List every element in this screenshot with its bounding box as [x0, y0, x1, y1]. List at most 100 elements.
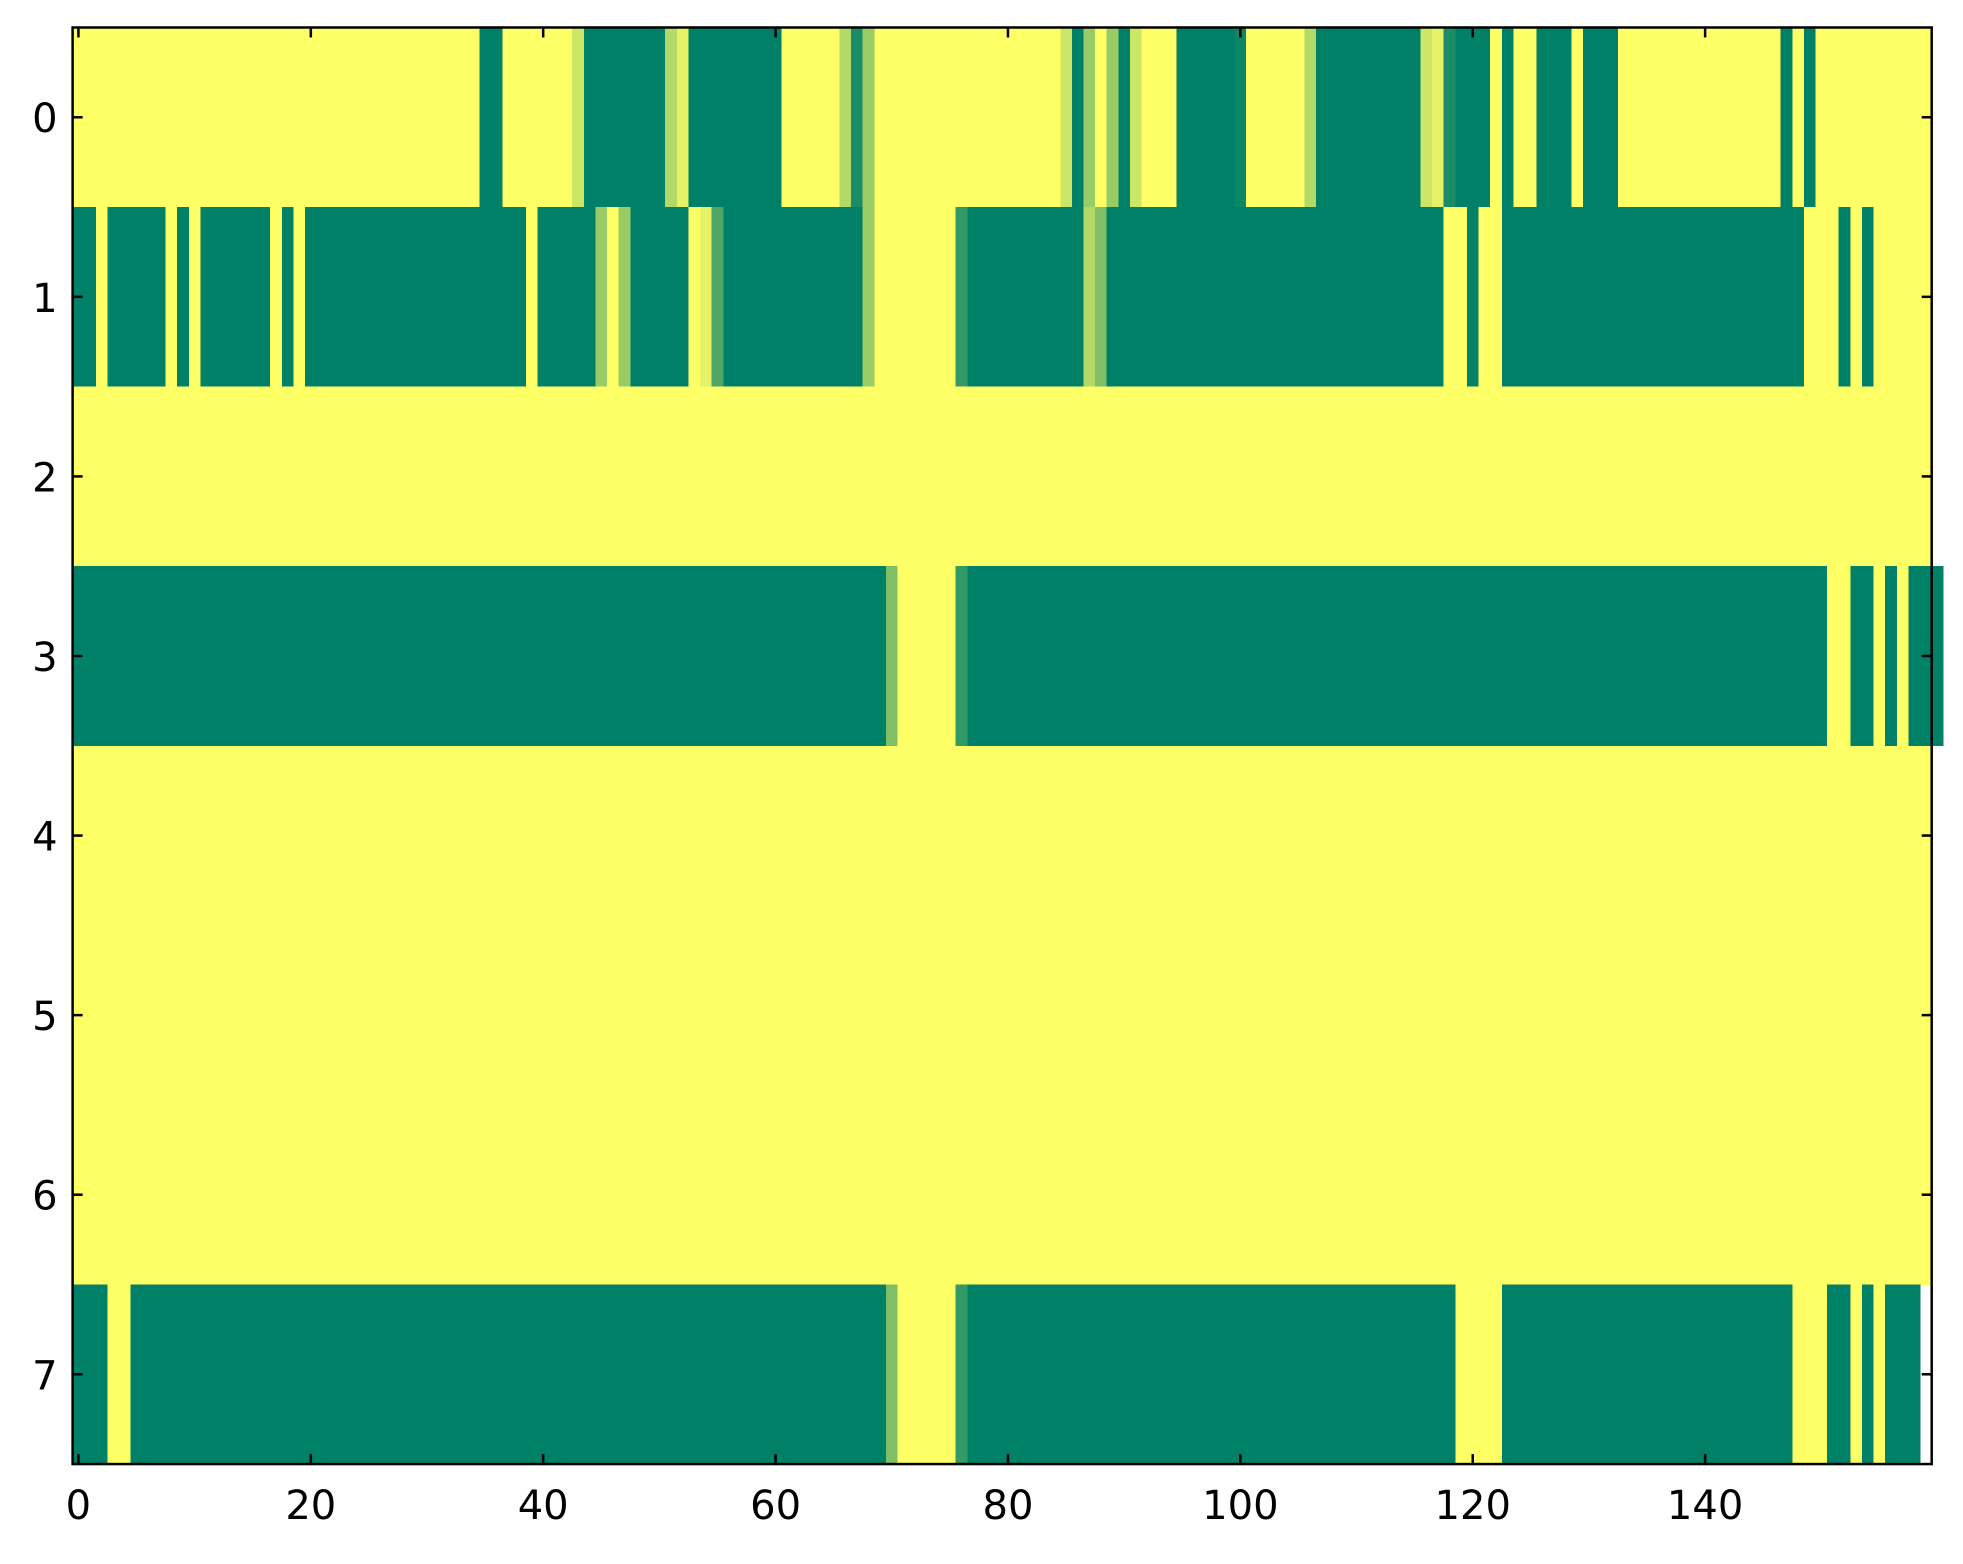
heatmap-cell [1594, 27, 1607, 208]
heatmap-cell [1838, 1104, 1851, 1285]
heatmap-cell [537, 207, 550, 388]
heatmap-cell [1827, 1104, 1840, 1285]
heatmap-cell [595, 925, 608, 1106]
heatmap-cell [1408, 925, 1421, 1106]
heatmap-cell [804, 386, 817, 567]
heatmap-cell [1687, 566, 1700, 747]
heatmap-cell [1339, 1104, 1352, 1285]
heatmap-cell [1745, 745, 1758, 926]
heatmap-cell [955, 386, 968, 567]
heatmap-cell [537, 566, 550, 747]
heatmap-cell [456, 1284, 469, 1465]
heatmap-cell [212, 745, 225, 926]
heatmap-cell [944, 207, 957, 388]
heatmap-cell [1571, 745, 1584, 926]
heatmap-cell [769, 27, 782, 208]
heatmap-cell [1780, 207, 1793, 388]
heatmap-cell [1745, 1284, 1758, 1465]
plot-frame [71, 26, 1933, 1466]
heatmap-cell [607, 925, 620, 1106]
heatmap-cell [502, 745, 515, 926]
heatmap-cell [688, 27, 701, 208]
heatmap-cell [978, 207, 991, 388]
heatmap-cell [1176, 386, 1189, 567]
heatmap-cell [444, 566, 457, 747]
heatmap-cell [1501, 27, 1514, 208]
heatmap-cell [1037, 925, 1050, 1106]
heatmap-cell [1199, 925, 1212, 1106]
heatmap-cell [1536, 386, 1549, 567]
x-tick-label: 40 [518, 1483, 569, 1529]
heatmap-cell [363, 566, 376, 747]
heatmap-cell [793, 386, 806, 567]
heatmap-cell [1222, 925, 1235, 1106]
heatmap-cell [456, 925, 469, 1106]
heatmap-cell [339, 566, 352, 747]
y-tick-label: 0 [32, 96, 57, 142]
heatmap-cell [328, 925, 341, 1106]
heatmap-cell [1583, 1104, 1596, 1285]
heatmap-cell [1583, 925, 1596, 1106]
heatmap-cell [1153, 207, 1166, 388]
heatmap-cell [1699, 386, 1712, 567]
heatmap-cell [909, 745, 922, 926]
heatmap-cell [1408, 1284, 1421, 1465]
heatmap-cell [920, 745, 933, 926]
heatmap-cell [339, 27, 352, 208]
heatmap-cell [1443, 27, 1456, 208]
heatmap-cell [1362, 566, 1375, 747]
heatmap-cell [1815, 1104, 1828, 1285]
heatmap-cell [1594, 925, 1607, 1106]
heatmap-cell [734, 925, 747, 1106]
heatmap-cell [1629, 745, 1642, 926]
heatmap-cell [827, 745, 840, 926]
heatmap-cell [339, 745, 352, 926]
heatmap-cell [409, 1284, 422, 1465]
heatmap-cell [153, 566, 166, 747]
heatmap-cell [1315, 566, 1328, 747]
heatmap-cell [1118, 27, 1131, 208]
heatmap-cell [955, 1104, 968, 1285]
heatmap-cell [1757, 207, 1770, 388]
heatmap-cell [1885, 566, 1898, 747]
heatmap-cell [1362, 27, 1375, 208]
heatmap-cell [955, 925, 968, 1106]
heatmap-cell [1350, 27, 1363, 208]
heatmap-cell [1896, 566, 1909, 747]
heatmap-cell [1559, 925, 1572, 1106]
y-tick-label: 1 [32, 276, 57, 322]
heatmap-cell [363, 27, 376, 208]
heatmap-cell [1257, 745, 1270, 926]
heatmap-cell [1617, 386, 1630, 567]
heatmap-cell [1188, 1284, 1201, 1465]
heatmap-cell [1757, 925, 1770, 1106]
heatmap-cell [1664, 1104, 1677, 1285]
heatmap-cell [421, 27, 434, 208]
heatmap-cell [1873, 925, 1886, 1106]
heatmap-cell [909, 207, 922, 388]
heatmap-cell [1583, 386, 1596, 567]
heatmap-cell [1908, 1104, 1921, 1285]
heatmap-cell [1757, 1284, 1770, 1465]
heatmap-cell [769, 386, 782, 567]
heatmap-cell [1443, 745, 1456, 926]
heatmap-cell [235, 207, 248, 388]
heatmap-cell [1281, 207, 1294, 388]
heatmap-cell [827, 1284, 840, 1465]
heatmap-cell [514, 1104, 527, 1285]
heatmap-cell [281, 925, 294, 1106]
heatmap-cell [1373, 566, 1386, 747]
heatmap-cell [258, 27, 271, 208]
heatmap-cell [1397, 925, 1410, 1106]
heatmap-cell [711, 925, 724, 1106]
heatmap-cell [723, 27, 736, 208]
heatmap-cell [479, 386, 492, 567]
heatmap-cell [827, 1104, 840, 1285]
heatmap-cell [1385, 27, 1398, 208]
heatmap-cell [607, 1104, 620, 1285]
heatmap-cell [351, 566, 364, 747]
heatmap-cell [1490, 386, 1503, 567]
heatmap-cell [1745, 925, 1758, 1106]
heatmap-cell [781, 1284, 794, 1465]
heatmap-cell [421, 925, 434, 1106]
